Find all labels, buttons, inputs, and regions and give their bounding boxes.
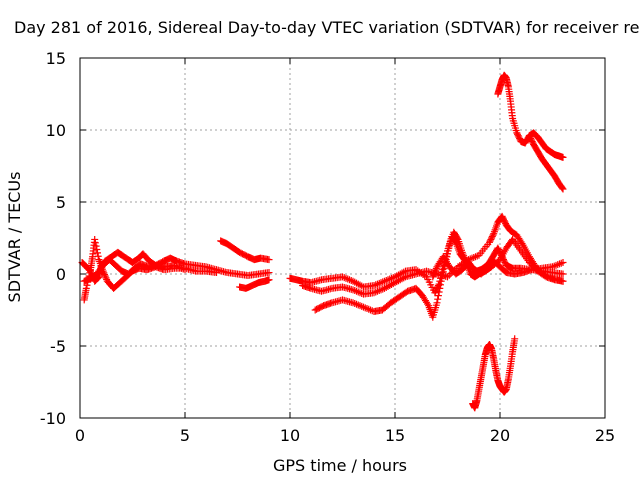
data-point bbox=[91, 235, 99, 243]
data-point bbox=[82, 284, 90, 292]
data-point bbox=[181, 266, 189, 274]
data-point bbox=[559, 258, 567, 266]
data-point bbox=[559, 270, 567, 278]
data-point bbox=[430, 270, 438, 278]
series-track-c bbox=[80, 256, 189, 285]
data-point bbox=[432, 266, 440, 274]
data-point bbox=[265, 269, 273, 277]
tick-layer bbox=[79, 57, 606, 419]
data-point bbox=[435, 288, 443, 296]
data-point bbox=[559, 185, 567, 193]
data-point bbox=[86, 269, 94, 277]
data-point bbox=[93, 246, 101, 254]
series-track-e bbox=[236, 276, 273, 292]
data-point bbox=[102, 274, 110, 282]
y-axis-title: SDTVAR / TECUs bbox=[5, 172, 24, 303]
series-track-h bbox=[299, 212, 567, 298]
data-point bbox=[429, 273, 437, 281]
data-point bbox=[431, 268, 439, 276]
y-tick-label: 10 bbox=[46, 121, 66, 140]
y-tick-label: -5 bbox=[50, 337, 66, 356]
data-point bbox=[511, 335, 519, 343]
data-point bbox=[92, 242, 100, 250]
data-point bbox=[559, 277, 567, 285]
data-point bbox=[265, 256, 273, 264]
data-point bbox=[518, 240, 526, 248]
y-tick-label: 0 bbox=[56, 265, 66, 284]
x-tick-label: 20 bbox=[490, 426, 510, 445]
data-point bbox=[424, 300, 432, 308]
x-tick-label: 5 bbox=[180, 426, 190, 445]
data-point bbox=[459, 250, 467, 258]
data-point bbox=[101, 272, 109, 280]
data-point bbox=[94, 252, 102, 260]
data-point bbox=[430, 271, 437, 279]
data-point bbox=[558, 184, 566, 192]
data-point bbox=[453, 234, 461, 242]
data-point bbox=[91, 239, 99, 247]
data-point bbox=[437, 277, 445, 285]
data-layer bbox=[78, 71, 567, 412]
chart-title: Day 281 of 2016, Sidereal Day-to-day VTE… bbox=[14, 18, 639, 37]
data-point bbox=[559, 153, 567, 161]
y-tick-label: -10 bbox=[40, 409, 66, 428]
data-point bbox=[458, 248, 466, 256]
x-tick-label: 15 bbox=[385, 426, 405, 445]
data-point bbox=[489, 231, 497, 239]
series-track-d bbox=[217, 237, 273, 264]
x-tick-label: 10 bbox=[280, 426, 300, 445]
tick-label-layer: 0 5 10 15 20 25 -10 -5 0 5 10 15 bbox=[40, 49, 615, 445]
data-point bbox=[100, 269, 108, 277]
data-point bbox=[433, 299, 441, 307]
data-point bbox=[460, 252, 468, 260]
data-point bbox=[213, 269, 220, 277]
data-point bbox=[436, 284, 444, 292]
data-point bbox=[440, 265, 448, 273]
data-point bbox=[265, 276, 273, 284]
data-point bbox=[434, 292, 442, 300]
data-point bbox=[434, 295, 442, 303]
data-point bbox=[437, 281, 444, 289]
x-tick-label: 25 bbox=[595, 426, 615, 445]
x-tick-label: 0 bbox=[75, 426, 85, 445]
series-track-l bbox=[469, 335, 519, 412]
series-track-k bbox=[525, 132, 567, 193]
series-track-j bbox=[494, 71, 567, 161]
x-axis-title: GPS time / hours bbox=[273, 456, 407, 475]
data-point bbox=[101, 270, 108, 278]
y-tick-label: 15 bbox=[46, 49, 66, 68]
grid-layer bbox=[80, 58, 605, 418]
series-track-i bbox=[429, 253, 567, 281]
data-point bbox=[94, 249, 101, 257]
y-tick-label: 5 bbox=[56, 193, 66, 212]
plot-frame bbox=[79, 57, 606, 419]
